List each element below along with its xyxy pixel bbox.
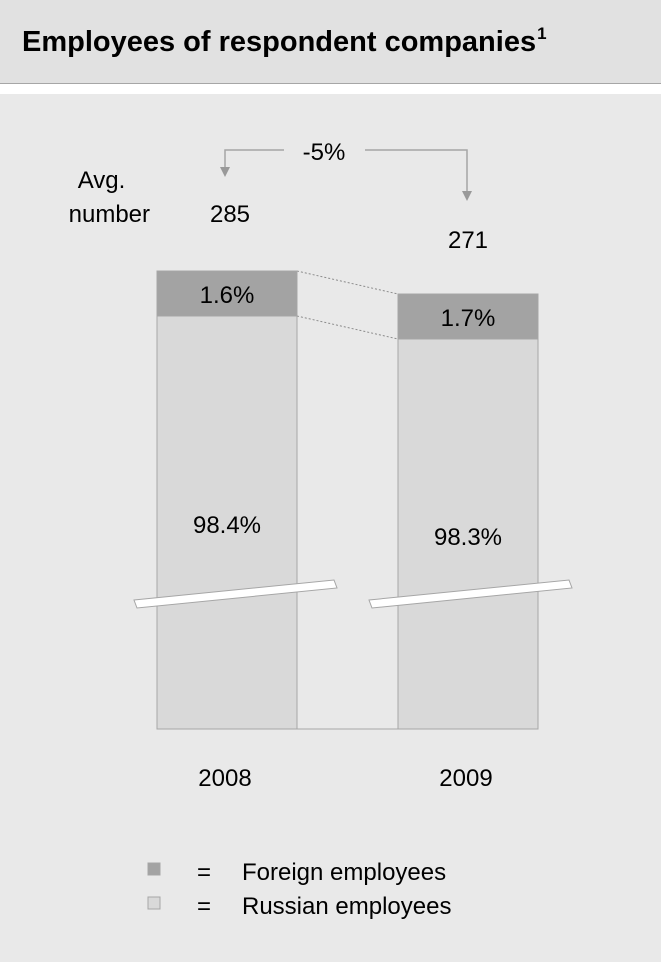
category-label-2008: 2008 (198, 765, 251, 792)
change-label: -5% (303, 139, 346, 166)
axis-break-2008 (133, 579, 338, 609)
legend-swatch-0 (147, 862, 161, 876)
legend: = Foreign employees = Russian employees (147, 859, 451, 920)
total-2008: 285 (210, 201, 250, 228)
connector-top (296, 270, 399, 295)
label-foreign-2008: 1.6% (200, 282, 255, 309)
chart-title: Employees of respondent companies1 (22, 24, 547, 59)
segment-labels: 1.6% 98.4% 1.7% 98.3% (193, 282, 502, 551)
connector-middle (296, 315, 399, 340)
legend-label-0: Foreign employees (242, 859, 446, 886)
bars-group (156, 270, 539, 730)
category-labels: 2008 2009 (198, 765, 492, 792)
avg-number-label: Avg. number (69, 167, 150, 228)
totals-group: 285 271 (210, 201, 488, 254)
footnote-marker: 1 (537, 24, 547, 43)
legend-swatch-1 (147, 896, 161, 910)
axis-break-marks (133, 579, 573, 609)
chart-panel (0, 94, 661, 962)
legend-label-1: Russian employees (242, 893, 451, 920)
axis-break-2009 (368, 579, 573, 609)
chart-title-text: Employees of respondent companies (22, 26, 537, 58)
label-foreign-2009: 1.7% (441, 305, 496, 332)
legend-equals-1: = (197, 893, 211, 920)
total-2009: 271 (448, 227, 488, 254)
label-russian-2008: 98.4% (193, 512, 261, 539)
category-label-2009: 2009 (439, 765, 492, 792)
change-arrow-left (220, 149, 284, 177)
change-indicator: -5% (220, 139, 472, 201)
bar-foreign-2009 (397, 293, 539, 340)
bar-russian-2008 (156, 315, 298, 730)
connector-lines (296, 270, 399, 730)
chart-header: Employees of respondent companies1 (0, 0, 661, 84)
bar-foreign-2008 (156, 270, 298, 317)
bar-russian-2009 (397, 338, 539, 730)
legend-equals-0: = (197, 859, 211, 886)
change-arrow-right (365, 149, 472, 201)
label-russian-2009: 98.3% (434, 524, 502, 551)
